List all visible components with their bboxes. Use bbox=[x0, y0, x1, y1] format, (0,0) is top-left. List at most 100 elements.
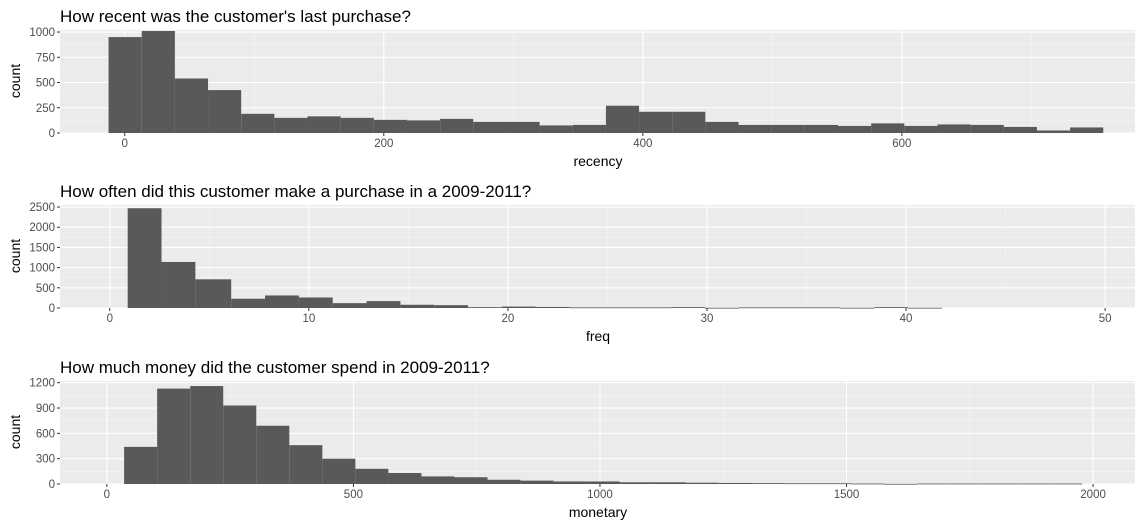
freq-panel-background bbox=[60, 205, 1135, 308]
freq-x-tick-label: 20 bbox=[502, 313, 515, 325]
freq-histogram-bar-20 bbox=[806, 307, 841, 309]
recency-histogram-bar-20 bbox=[771, 124, 805, 133]
freq-y-axis-title: count bbox=[7, 239, 23, 273]
monetary-y-tick-label: 900 bbox=[36, 403, 55, 415]
recency-y-tick-label: 0 bbox=[49, 128, 55, 140]
recency-histogram-bar-25 bbox=[937, 124, 971, 133]
freq-histogram-bar-3 bbox=[231, 298, 266, 308]
recency-histogram-bar-27 bbox=[1003, 126, 1037, 133]
recency-y-tick-label: 750 bbox=[36, 52, 55, 64]
monetary-histogram-bar-25 bbox=[950, 483, 984, 485]
monetary-histogram-bar-14 bbox=[586, 481, 620, 484]
monetary-histogram-bar-17 bbox=[685, 482, 719, 484]
recency-histogram-bar-17 bbox=[672, 111, 706, 133]
recency-histogram-bar-21 bbox=[804, 124, 839, 133]
recency-histogram-bar-0 bbox=[108, 37, 142, 133]
recency-y-tick-label: 250 bbox=[36, 103, 55, 115]
monetary-histogram-bar-2 bbox=[190, 386, 224, 484]
monetary-histogram-bar-15 bbox=[619, 482, 653, 484]
freq-histogram-bar-4 bbox=[265, 295, 299, 308]
recency-histogram-bar-11 bbox=[473, 121, 507, 133]
monetary-histogram-bar-8 bbox=[388, 473, 422, 484]
freq-y-tick-label: 1000 bbox=[29, 263, 55, 275]
recency-histogram-bar-26 bbox=[970, 124, 1004, 133]
freq-histogram-bar-6 bbox=[332, 303, 367, 308]
monetary-histogram-bar-27 bbox=[1016, 483, 1050, 485]
freq-y-tick-label: 1500 bbox=[29, 242, 55, 254]
freq-histogram-bar-14 bbox=[603, 307, 638, 309]
recency-plot-area: 0 200 400 600 0 250 500 750 1000 bbox=[29, 27, 1135, 150]
monetary-histogram-bar-16 bbox=[652, 482, 686, 484]
recency-histogram-bar-10 bbox=[440, 118, 474, 133]
recency-histogram-bar-6 bbox=[307, 116, 341, 133]
monetary-histogram-bar-0 bbox=[124, 446, 158, 484]
monetary-x-tick-label: 1000 bbox=[587, 489, 613, 501]
recency-histogram-bar-15 bbox=[605, 105, 640, 133]
freq-histogram-bar-11 bbox=[501, 306, 536, 308]
freq-histogram-bar-7 bbox=[366, 301, 401, 308]
recency-x-tick-label: 400 bbox=[633, 138, 652, 150]
recency-histogram-bar-24 bbox=[904, 125, 938, 133]
recency-y-tick-label: 500 bbox=[36, 78, 55, 90]
monetary-histogram-bar-1 bbox=[157, 388, 191, 484]
freq-histogram-bar-18 bbox=[738, 307, 773, 309]
freq-histogram-bar-5 bbox=[298, 297, 333, 308]
monetary-plot-area: 0 500 1000 1500 2000 0 300 600 900 1200 bbox=[29, 378, 1135, 501]
freq-chart-title: How often did this customer make a purch… bbox=[60, 182, 531, 201]
recency-histogram-bar-7 bbox=[340, 117, 374, 133]
freq-x-tick-label: 10 bbox=[302, 313, 315, 325]
recency-x-axis-title: recency bbox=[573, 153, 622, 169]
freq-histogram-bar-23 bbox=[908, 307, 942, 309]
recency-y-axis-title: count bbox=[7, 64, 23, 98]
monetary-histogram-bar-23 bbox=[884, 483, 918, 485]
freq-x-tick-label: 0 bbox=[107, 313, 113, 325]
recency-histogram-bar-1 bbox=[141, 31, 175, 133]
freq-histogram-bar-19 bbox=[772, 307, 807, 309]
monetary-y-tick-label: 0 bbox=[49, 479, 55, 491]
freq-histogram-bar-15 bbox=[637, 307, 672, 309]
freq-histogram-bar-13 bbox=[569, 307, 604, 309]
recency-chart-title: How recent was the customer's last purch… bbox=[60, 7, 411, 26]
recency-histogram-bar-18 bbox=[705, 121, 739, 133]
monetary-histogram-bar-9 bbox=[421, 476, 455, 484]
freq-histogram-bar-2 bbox=[195, 279, 232, 308]
monetary-x-tick-label: 500 bbox=[344, 489, 363, 501]
recency-x-tick-label: 0 bbox=[122, 138, 128, 150]
recency-histogram-bar-9 bbox=[406, 120, 441, 133]
recency-histogram-bar-23 bbox=[871, 123, 905, 133]
freq-histogram-bar-22 bbox=[874, 307, 909, 308]
monetary-histogram-bar-3 bbox=[223, 405, 257, 484]
freq-histogram-bar-17 bbox=[705, 307, 739, 309]
recency-histogram-bar-8 bbox=[373, 119, 407, 133]
freq-x-tick-label: 40 bbox=[900, 313, 913, 325]
recency-histogram-bar-3 bbox=[208, 90, 242, 133]
monetary-y-tick-label: 1200 bbox=[29, 378, 55, 390]
monetary-chart-title: How much money did the customer spend in… bbox=[60, 358, 490, 377]
monetary-histogram-bar-13 bbox=[553, 481, 587, 484]
freq-histogram-bar-16 bbox=[671, 307, 705, 308]
monetary-histogram-bar-26 bbox=[983, 483, 1017, 485]
monetary-histogram-bar-5 bbox=[289, 445, 323, 484]
freq-y-tick-label: 2000 bbox=[29, 222, 55, 234]
monetary-histogram-bar-28 bbox=[1049, 483, 1083, 485]
freq-x-tick-label: 50 bbox=[1099, 313, 1112, 325]
monetary-histogram-bar-24 bbox=[917, 483, 951, 485]
freq-x-tick-label: 30 bbox=[701, 313, 714, 325]
freq-histogram-bar-21 bbox=[840, 307, 875, 309]
monetary-y-tick-label: 600 bbox=[36, 428, 55, 440]
monetary-x-axis-title: monetary bbox=[569, 504, 627, 520]
monetary-histogram-bar-19 bbox=[751, 483, 785, 484]
recency-histogram-bar-22 bbox=[838, 125, 872, 133]
monetary-x-tick-label: 2000 bbox=[1080, 489, 1106, 501]
recency-y-tick-label: 1000 bbox=[29, 27, 55, 39]
monetary-histogram-bar-10 bbox=[454, 477, 488, 484]
freq-y-tick-label: 0 bbox=[49, 303, 55, 315]
freq-histogram-bar-1 bbox=[161, 261, 196, 308]
monetary-x-tick-label: 0 bbox=[104, 489, 110, 501]
recency-histogram-bar-12 bbox=[506, 121, 540, 133]
monetary-y-axis-title: count bbox=[7, 415, 23, 449]
recency-histogram-bar-14 bbox=[572, 124, 606, 133]
monetary-histogram-bar-20 bbox=[784, 483, 818, 485]
